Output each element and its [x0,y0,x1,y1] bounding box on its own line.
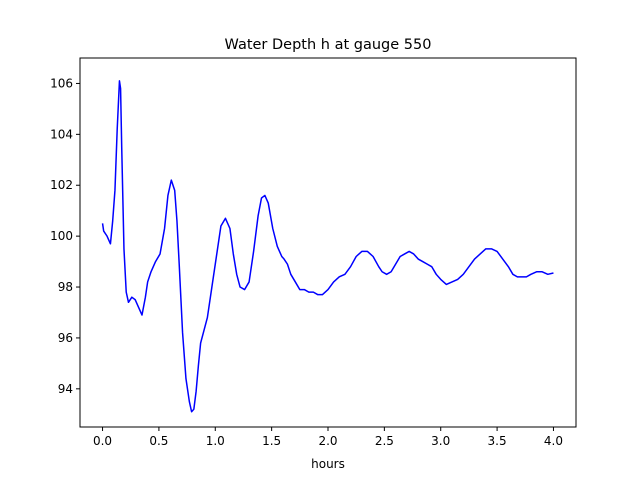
y-tick-label: 104 [50,127,73,141]
x-tick-label: 1.5 [262,434,281,448]
chart-title: Water Depth h at gauge 550 [225,37,432,53]
x-tick-label: 2.0 [318,434,337,448]
x-tick-label: 0.0 [93,434,112,448]
x-tick-label: 4.0 [544,434,563,448]
y-tick-label: 98 [58,280,73,294]
y-tick-label: 102 [50,178,73,192]
x-axis-label: hours [311,457,345,471]
x-tick-label: 1.0 [206,434,225,448]
y-tick-label: 94 [58,382,73,396]
x-tick-label: 0.5 [149,434,168,448]
plot-area: 0.0 0.5 1.0 1.5 2.0 2.5 3.0 3.5 4.0 94 96 98 100 102 1… [50,57,577,448]
y-tick-label: 100 [50,229,73,243]
y-tick-label: 106 [50,76,73,90]
x-tick-label: 3.5 [488,434,507,448]
series-line-0 [101,80,554,413]
x-tick-label: 2.5 [375,434,394,448]
y-tick-label: 96 [58,331,73,345]
x-tick-label: 3.0 [431,434,450,448]
